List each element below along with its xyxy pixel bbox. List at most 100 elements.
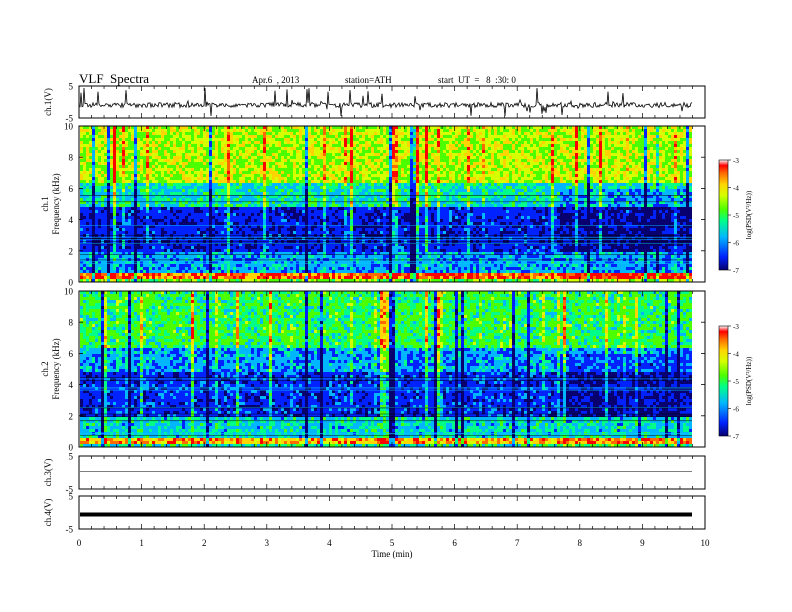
ch1_spec-cell [362,138,365,141]
ch1_spec-cell [326,183,329,186]
ch1_spec-cell [296,198,299,201]
ch1_spec-cell [197,177,200,180]
ch1_spec-cell [146,216,149,219]
ch1_spec-cell [329,156,332,159]
ch1_spec-cell [248,168,251,171]
ch1_spec-cell [335,186,338,189]
ch1_spec-cell [104,132,107,135]
ch1_spec-cell [362,228,365,231]
ch1_spec-cell [281,159,284,162]
ch1_spec-cell [239,147,242,150]
ch1_spec-cell [80,246,83,249]
ch1_spec-cell [137,276,140,279]
ch1_spec-cell [335,183,338,186]
ch1_spec-cell [185,219,188,222]
ch1_spec-cell [269,189,272,192]
ch1_spec-cell [329,183,332,186]
ch1_spec-cell [209,219,212,222]
ch1_spec-cell [191,210,194,213]
ch1_spec-cell [212,210,215,213]
ch1_spec-cell [299,156,302,159]
ch1_spec-cell [110,204,113,207]
ch1_spec-cell [161,162,164,165]
ch1_spec-cell [245,216,248,219]
ch1_spec-cell [329,174,332,177]
ch1_spec-cell [152,162,155,165]
ch1_spec-cell [311,165,314,168]
ch1_spec-cell [170,198,173,201]
ch1_spec-cell [356,168,359,171]
ch1_spec-cell [227,249,230,252]
ch1_spec-cell [326,168,329,171]
ch1_spec-cell [83,153,86,156]
ch1_spec-cell [236,276,239,279]
ch1_spec-cell [263,171,266,174]
ch1_spec-cell [242,228,245,231]
ch1_spec-cell [122,267,125,270]
ch1_spec-cell [194,159,197,162]
ch1_spec-cell [284,138,287,141]
ch1_spec-cell [128,231,131,234]
ch1_spec-cell [200,186,203,189]
ch1_spec-cell [266,153,269,156]
ch1_spec-cell [260,168,263,171]
ch1_spec-cell [131,165,134,168]
ch1_spec-cell [89,135,92,138]
ch1_spec-cell [266,213,269,216]
ch1_spec-cell [239,138,242,141]
ch1_spec-cell [227,246,230,249]
ch1_spec-cell [89,159,92,162]
ch1_spec-cell [230,186,233,189]
ch1_spec-cell [296,222,299,225]
ch1_spec-cell [314,183,317,186]
ch1_spec-cell [137,267,140,270]
ch1_spec-cell [131,162,134,165]
ch1_spec-cell [224,162,227,165]
ch1_spec-cell [212,204,215,207]
ch1_spec-cell [200,267,203,270]
ch1_spec-cell [347,249,350,252]
ch1_spec-cell [113,162,116,165]
ch1_spec-cell [146,255,149,258]
ch1_spec-cell [323,186,326,189]
ch1_spec-cell [131,255,134,258]
ch1_spec-cell [314,144,317,147]
ch1_spec-cell [125,231,128,234]
ch1_spec-cell [266,165,269,168]
ch1_spec-cell [134,129,137,132]
ch1_spec-cell [137,183,140,186]
ch1_spec-cell [362,219,365,222]
ch1_spec-cell [113,270,116,273]
ch1_spec-cell [293,207,296,210]
ch1_spec-cell [239,171,242,174]
ch1_spec-cell [296,168,299,171]
ch1_spec-cell [155,138,158,141]
ch1_spec-cell [290,135,293,138]
ch1_spec-cell [224,144,227,147]
ch1_spec-cell [281,210,284,213]
ch1_spec-cell [128,204,131,207]
ch1_spec-cell [191,276,194,279]
ch1_spec-cell [140,255,143,258]
ch1_spec-cell [101,159,104,162]
ch1_spec-cell [356,270,359,273]
ch1_spec-cell [86,219,89,222]
ch1_spec-cell [320,150,323,153]
ch1_spec-cell [128,159,131,162]
ch1_spec-cell [281,213,284,216]
ch1_spec-cell [320,207,323,210]
ch1_spec-cell [335,246,338,249]
ch1_spec-cell [176,210,179,213]
ch1_spec-cell [296,213,299,216]
ch1_spec-cell [197,129,200,132]
ch1_spec-cell [179,171,182,174]
ch1_spec-cell [272,156,275,159]
ch1_spec-cell [347,183,350,186]
ch1_spec-cell [89,204,92,207]
ch1_spec-cell [200,210,203,213]
ch1_spec-cell [233,147,236,150]
ch1_spec-cell [143,204,146,207]
ch1_spec-cell [266,156,269,159]
ch1_spec-cell [125,270,128,273]
ch1_spec-cell [332,246,335,249]
